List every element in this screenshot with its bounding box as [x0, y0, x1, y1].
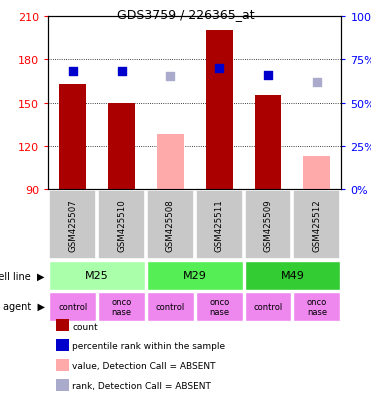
Text: agent  ▶: agent ▶ — [3, 301, 45, 312]
Bar — [206, 31, 233, 190]
Text: GSM425507: GSM425507 — [68, 199, 77, 252]
Bar — [108, 103, 135, 190]
Text: cell line  ▶: cell line ▶ — [0, 271, 45, 281]
Bar — [49, 191, 96, 259]
Bar — [293, 191, 340, 259]
Text: M49: M49 — [280, 271, 305, 281]
Text: M29: M29 — [183, 271, 207, 281]
Text: percentile rank within the sample: percentile rank within the sample — [72, 342, 226, 351]
Bar — [49, 261, 145, 290]
Text: control: control — [253, 302, 283, 311]
Bar — [98, 191, 145, 259]
Bar — [244, 191, 292, 259]
Point — [70, 69, 76, 75]
Bar — [255, 96, 282, 190]
Point — [167, 74, 173, 81]
Bar — [196, 191, 243, 259]
Bar — [293, 292, 340, 321]
Text: onco
nase: onco nase — [307, 297, 327, 316]
Text: GSM425512: GSM425512 — [312, 199, 321, 252]
Text: GDS3759 / 226365_at: GDS3759 / 226365_at — [117, 8, 254, 21]
Bar — [147, 292, 194, 321]
Text: control: control — [58, 302, 87, 311]
Bar — [98, 292, 145, 321]
Text: GSM425509: GSM425509 — [263, 199, 273, 252]
Text: onco
nase: onco nase — [209, 297, 229, 316]
Point — [119, 69, 125, 75]
Text: onco
nase: onco nase — [111, 297, 132, 316]
Bar — [157, 135, 184, 190]
Bar — [147, 261, 243, 290]
Text: GSM425508: GSM425508 — [166, 199, 175, 252]
Bar — [303, 157, 330, 190]
Point — [216, 65, 222, 72]
Point — [314, 79, 320, 86]
Bar — [196, 292, 243, 321]
Bar — [59, 85, 86, 190]
Point — [265, 72, 271, 79]
Text: control: control — [156, 302, 185, 311]
Text: M25: M25 — [85, 271, 109, 281]
Bar — [244, 261, 340, 290]
Text: GSM425511: GSM425511 — [215, 199, 224, 252]
Bar — [244, 292, 292, 321]
Text: rank, Detection Call = ABSENT: rank, Detection Call = ABSENT — [72, 381, 211, 390]
Text: value, Detection Call = ABSENT: value, Detection Call = ABSENT — [72, 361, 216, 370]
Text: GSM425510: GSM425510 — [117, 199, 126, 252]
Bar — [49, 292, 96, 321]
Text: count: count — [72, 322, 98, 331]
Bar — [147, 191, 194, 259]
